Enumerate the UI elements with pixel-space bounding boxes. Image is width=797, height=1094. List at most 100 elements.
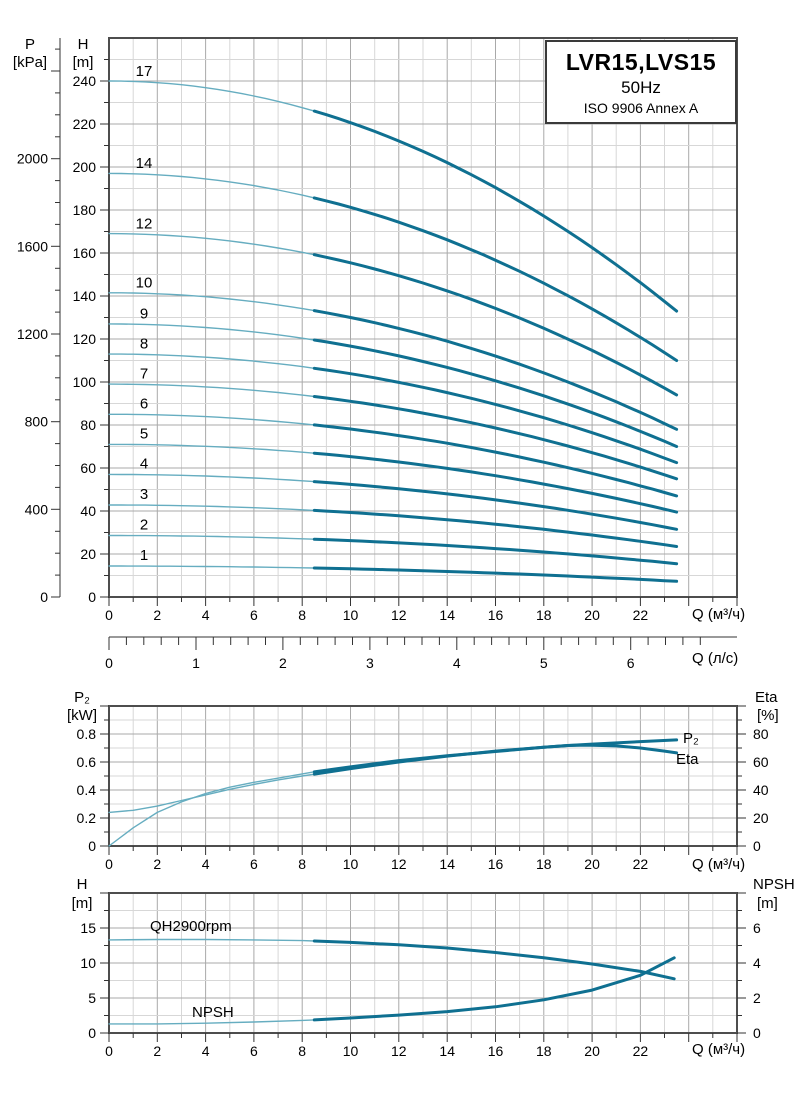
svg-text:5: 5 xyxy=(540,655,548,671)
eta-axis-label: Eta xyxy=(755,689,778,706)
secondary-x-axis-label: Q (л/с) xyxy=(692,650,739,667)
svg-text:22: 22 xyxy=(633,607,649,623)
svg-text:16: 16 xyxy=(488,1043,504,1059)
svg-text:8: 8 xyxy=(298,1043,306,1059)
svg-text:8: 8 xyxy=(140,336,148,353)
npsh-chart-left-axis-unit: [m] xyxy=(71,895,93,912)
svg-text:6: 6 xyxy=(627,655,635,671)
svg-text:0: 0 xyxy=(753,1025,761,1041)
svg-text:12: 12 xyxy=(391,1043,407,1059)
svg-text:12: 12 xyxy=(136,215,153,232)
svg-text:40: 40 xyxy=(80,503,96,519)
svg-text:180: 180 xyxy=(73,202,97,218)
svg-text:9: 9 xyxy=(140,305,148,322)
npsh-curve-label: NPSH xyxy=(192,1004,234,1021)
svg-text:12: 12 xyxy=(391,856,407,872)
power-x-axis-label: Q (м³/ч) xyxy=(692,856,746,873)
svg-text:0.4: 0.4 xyxy=(77,782,97,798)
svg-text:18: 18 xyxy=(536,856,552,872)
svg-text:20: 20 xyxy=(753,810,769,826)
svg-text:18: 18 xyxy=(536,607,552,623)
svg-text:0: 0 xyxy=(105,856,113,872)
svg-text:16: 16 xyxy=(488,607,504,623)
svg-text:14: 14 xyxy=(136,155,153,172)
svg-text:4: 4 xyxy=(202,607,210,623)
svg-text:5: 5 xyxy=(140,426,148,443)
svg-text:15: 15 xyxy=(80,920,96,936)
svg-text:16: 16 xyxy=(488,856,504,872)
svg-text:100: 100 xyxy=(73,374,97,390)
svg-text:4: 4 xyxy=(453,655,461,671)
svg-text:4: 4 xyxy=(753,955,761,971)
svg-text:4: 4 xyxy=(202,856,210,872)
svg-text:80: 80 xyxy=(753,726,769,742)
svg-text:0: 0 xyxy=(88,838,96,854)
svg-text:60: 60 xyxy=(80,460,96,476)
svg-text:20: 20 xyxy=(80,546,96,562)
svg-text:800: 800 xyxy=(25,414,49,430)
main-h-axis-label: H xyxy=(77,36,89,53)
svg-text:8: 8 xyxy=(298,856,306,872)
svg-text:2: 2 xyxy=(753,990,761,1006)
svg-text:0.6: 0.6 xyxy=(77,754,97,770)
svg-text:2: 2 xyxy=(279,655,287,671)
svg-text:400: 400 xyxy=(25,501,49,517)
svg-text:22: 22 xyxy=(633,856,649,872)
p2-curve-label: P₂ xyxy=(683,730,699,747)
main-p-axis-label: P xyxy=(24,36,35,53)
svg-text:3: 3 xyxy=(366,655,374,671)
svg-text:5: 5 xyxy=(88,990,96,1006)
svg-text:20: 20 xyxy=(584,1043,600,1059)
frequency-label: 50Hz xyxy=(621,77,661,97)
svg-text:1600: 1600 xyxy=(17,238,48,254)
title-box: LVR15,LVS15 50Hz ISO 9906 Annex A xyxy=(545,40,737,124)
power-left-axis-label: P₂ xyxy=(74,689,90,706)
svg-text:240: 240 xyxy=(73,73,97,89)
svg-text:6: 6 xyxy=(140,396,148,413)
standard-label: ISO 9906 Annex A xyxy=(583,99,699,116)
svg-text:3: 3 xyxy=(140,486,148,503)
svg-text:2: 2 xyxy=(153,1043,161,1059)
svg-text:0: 0 xyxy=(88,1025,96,1041)
svg-text:12: 12 xyxy=(391,607,407,623)
main-h-axis-unit: [m] xyxy=(72,54,94,71)
main-x-axis-label: Q (м³/ч) xyxy=(692,606,746,623)
svg-text:14: 14 xyxy=(439,1043,455,1059)
svg-text:0: 0 xyxy=(753,838,761,854)
svg-text:220: 220 xyxy=(73,116,97,132)
svg-text:60: 60 xyxy=(753,754,769,770)
svg-text:6: 6 xyxy=(250,1043,258,1059)
svg-text:2000: 2000 xyxy=(17,151,48,167)
pump-model-title: LVR15,LVS15 xyxy=(565,48,717,75)
svg-text:10: 10 xyxy=(136,274,153,291)
svg-text:0: 0 xyxy=(105,1043,113,1059)
svg-text:0: 0 xyxy=(88,589,96,605)
svg-text:6: 6 xyxy=(250,607,258,623)
eta-axis-unit: [%] xyxy=(757,707,779,724)
npsh-axis-label: NPSH xyxy=(753,876,795,893)
svg-text:80: 80 xyxy=(80,417,96,433)
svg-text:0.8: 0.8 xyxy=(77,726,97,742)
svg-text:10: 10 xyxy=(343,607,359,623)
power-left-axis-unit: [kW] xyxy=(67,707,97,724)
svg-text:2: 2 xyxy=(140,517,148,534)
npsh-x-axis-label: Q (м³/ч) xyxy=(692,1041,746,1058)
svg-text:8: 8 xyxy=(298,607,306,623)
main-p-axis-unit: [kPa] xyxy=(12,54,48,71)
svg-text:4: 4 xyxy=(202,1043,210,1059)
svg-text:18: 18 xyxy=(536,1043,552,1059)
svg-text:1: 1 xyxy=(140,547,148,564)
svg-text:140: 140 xyxy=(73,288,97,304)
svg-text:14: 14 xyxy=(439,607,455,623)
qh2900rpm-curve-label: QH2900rpm xyxy=(150,918,232,935)
svg-text:160: 160 xyxy=(73,245,97,261)
svg-text:1: 1 xyxy=(192,655,200,671)
npsh-chart-left-axis-label: H xyxy=(76,876,88,893)
svg-text:20: 20 xyxy=(584,856,600,872)
eta-curve-label: Eta xyxy=(676,751,699,768)
svg-text:0: 0 xyxy=(40,589,48,605)
svg-text:10: 10 xyxy=(343,856,359,872)
svg-text:20: 20 xyxy=(584,607,600,623)
